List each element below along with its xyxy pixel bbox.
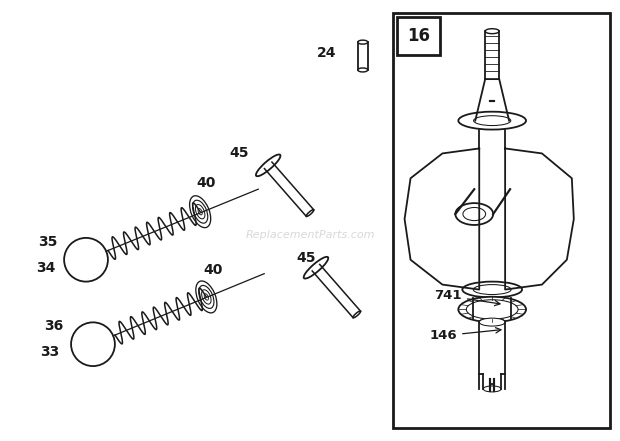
Ellipse shape — [463, 282, 522, 298]
Ellipse shape — [256, 154, 280, 176]
Ellipse shape — [483, 386, 501, 392]
Bar — [392, 13, 609, 428]
Text: 45: 45 — [230, 146, 249, 161]
Text: 34: 34 — [36, 261, 55, 275]
Text: 24: 24 — [316, 46, 336, 60]
Text: 35: 35 — [38, 235, 57, 249]
Polygon shape — [505, 149, 574, 290]
Text: 36: 36 — [44, 319, 63, 333]
Text: 16: 16 — [407, 27, 430, 45]
Text: 40: 40 — [203, 263, 223, 277]
Text: 741: 741 — [435, 289, 500, 306]
Polygon shape — [405, 149, 479, 290]
Ellipse shape — [306, 209, 314, 217]
Bar — [358, 42, 368, 70]
Text: ReplacementParts.com: ReplacementParts.com — [246, 230, 374, 240]
Ellipse shape — [358, 68, 368, 72]
Ellipse shape — [455, 203, 493, 225]
Ellipse shape — [353, 311, 361, 318]
Text: 146: 146 — [430, 328, 501, 342]
Ellipse shape — [479, 318, 505, 326]
Ellipse shape — [458, 297, 526, 322]
Ellipse shape — [485, 29, 499, 34]
Text: 40: 40 — [196, 176, 215, 190]
Ellipse shape — [358, 40, 368, 44]
Text: 33: 33 — [40, 345, 59, 359]
Text: 45: 45 — [296, 251, 316, 265]
Ellipse shape — [458, 112, 526, 130]
Bar — [397, 17, 440, 55]
Ellipse shape — [304, 257, 328, 279]
